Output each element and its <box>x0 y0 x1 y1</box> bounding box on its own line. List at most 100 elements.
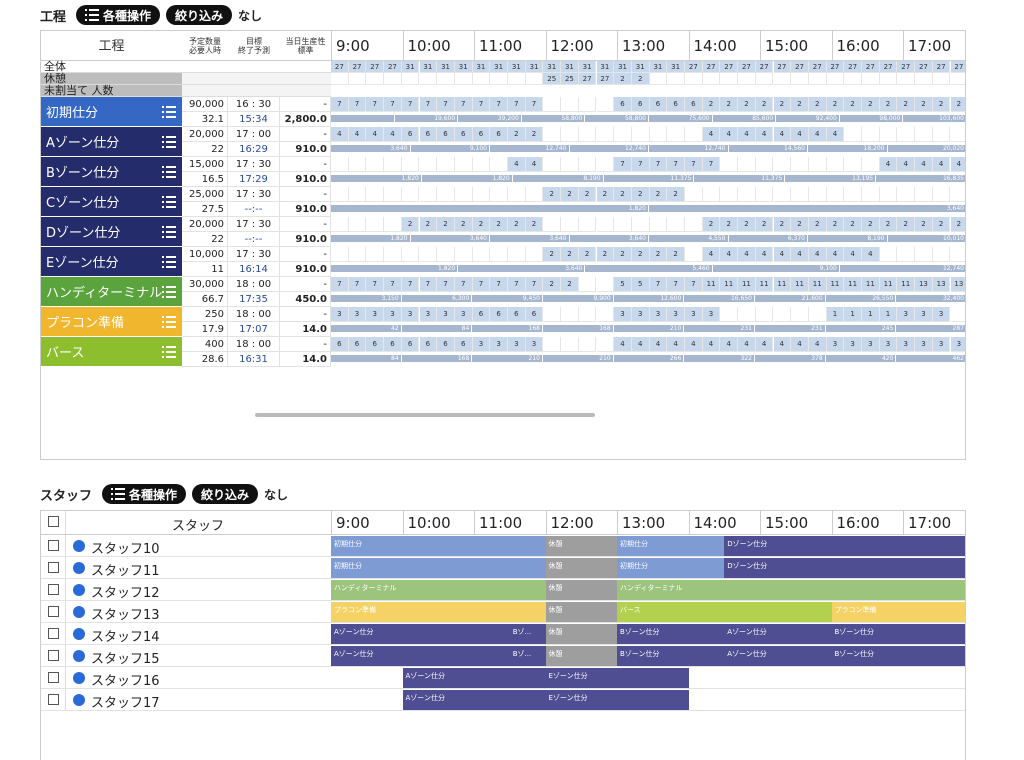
zone-cell[interactable]: 6 <box>437 127 455 142</box>
zone-cell[interactable] <box>667 217 685 232</box>
schedule-block[interactable]: Bゾーン仕分 <box>617 646 725 666</box>
zone-cell[interactable]: 2 <box>667 247 685 262</box>
zone-cell[interactable]: 6 <box>472 127 491 142</box>
zone-cell[interactable] <box>614 127 632 142</box>
zone-cell[interactable]: 3 <box>366 307 385 322</box>
zone-cell[interactable]: 2 <box>791 97 809 112</box>
zone-cell[interactable]: 7 <box>649 157 668 172</box>
zone-cell[interactable] <box>419 157 438 172</box>
zone-cell[interactable] <box>685 127 703 142</box>
zone-cell[interactable]: 11 <box>791 277 809 292</box>
zone-cell[interactable]: 5 <box>614 277 632 292</box>
zone-cell[interactable]: 1 <box>826 307 845 322</box>
zone-cell[interactable]: 3 <box>331 307 349 322</box>
staff-checkbox[interactable] <box>48 606 59 617</box>
zone-cell[interactable] <box>508 187 526 202</box>
zone-cell[interactable] <box>596 157 615 172</box>
zone-cell[interactable] <box>702 187 721 202</box>
zone-cell[interactable] <box>667 127 685 142</box>
zone-cell[interactable]: 2 <box>720 97 739 112</box>
zone-cell[interactable]: 6 <box>490 307 508 322</box>
zone-cell[interactable] <box>631 217 650 232</box>
zone-cell[interactable]: 2 <box>932 217 951 232</box>
zone-cell[interactable] <box>331 187 349 202</box>
zone-cell[interactable]: 13 <box>932 277 951 292</box>
zone-cell[interactable] <box>578 337 597 352</box>
zone-cell[interactable]: 7 <box>472 277 491 292</box>
zone-cell[interactable]: 2 <box>808 217 827 232</box>
zone-cell[interactable]: 2 <box>631 247 650 262</box>
zone-cell[interactable]: 2 <box>525 127 544 142</box>
schedule-block[interactable]: Bゾーン仕分 <box>617 624 725 644</box>
zone-cell[interactable]: 3 <box>525 337 544 352</box>
zone-cell[interactable]: 7 <box>331 277 349 292</box>
zone-cell[interactable]: 2 <box>596 247 615 262</box>
schedule-block[interactable]: 休憩 <box>545 580 617 600</box>
schedule-block[interactable]: 初期仕分 <box>617 536 725 556</box>
list-icon[interactable] <box>162 166 176 178</box>
zone-cell[interactable] <box>384 157 402 172</box>
zone-cell[interactable]: 4 <box>808 337 827 352</box>
zone-target[interactable]: 17 : 30 <box>228 157 280 172</box>
zone-cell[interactable]: 4 <box>720 127 739 142</box>
zone-cell[interactable]: 4 <box>862 247 880 262</box>
zone-cell[interactable] <box>879 247 898 262</box>
zone-cell[interactable]: 7 <box>649 277 668 292</box>
zone-cell[interactable]: 11 <box>755 277 774 292</box>
staff-row[interactable]: スタッフ12 ハンディターミナル 休憩 ハンディターミナル <box>41 579 965 601</box>
zone-cell[interactable] <box>950 187 965 202</box>
zone-cell[interactable] <box>844 187 862 202</box>
zone-cell[interactable]: 7 <box>366 97 385 112</box>
schedule-block[interactable]: Aゾーン仕分 <box>724 624 832 644</box>
zone-cell[interactable] <box>401 187 420 202</box>
zone-cell[interactable]: 11 <box>844 277 862 292</box>
zone-cell[interactable]: 4 <box>755 337 774 352</box>
zone-cell[interactable]: 2 <box>826 97 845 112</box>
zone-cell[interactable]: 3 <box>508 337 526 352</box>
zone-cell[interactable]: 4 <box>879 157 898 172</box>
list-icon[interactable] <box>162 286 176 298</box>
zone-cell[interactable]: 4 <box>915 157 933 172</box>
zone-cell[interactable]: 2 <box>897 97 916 112</box>
zone-cell[interactable]: 2 <box>490 217 508 232</box>
zone-cell[interactable]: 4 <box>720 247 739 262</box>
zone-cell[interactable]: 6 <box>667 97 685 112</box>
zone-cell[interactable]: 2 <box>844 97 862 112</box>
zone-cell[interactable]: 7 <box>454 97 473 112</box>
zone-cell[interactable]: 4 <box>720 337 739 352</box>
zone-cell[interactable]: 7 <box>331 97 349 112</box>
zone-cell[interactable] <box>932 187 951 202</box>
zone-label[interactable]: Bゾーン仕分 <box>41 157 182 187</box>
zone-cell[interactable]: 11 <box>826 277 845 292</box>
zone-target[interactable]: 17 : 30 <box>228 187 280 202</box>
zone-cell[interactable]: 4 <box>614 337 632 352</box>
zone-cell[interactable]: 6 <box>472 307 491 322</box>
schedule-block[interactable]: プラコン準備 <box>331 602 546 622</box>
zone-cell[interactable] <box>578 217 597 232</box>
schedule-block[interactable]: 初期仕分 <box>617 558 725 578</box>
zone-cell[interactable]: 7 <box>437 277 455 292</box>
zone-label[interactable]: Cゾーン仕分 <box>41 187 182 217</box>
zone-cell[interactable] <box>791 187 809 202</box>
zone-cell[interactable]: 4 <box>755 247 774 262</box>
zone-cell[interactable]: 2 <box>614 247 632 262</box>
zone-cell[interactable]: 6 <box>649 97 668 112</box>
zone-cell[interactable]: 2 <box>862 217 880 232</box>
zone-cell[interactable] <box>454 187 473 202</box>
zone-cell[interactable]: 7 <box>384 97 402 112</box>
staff-checkbox[interactable] <box>48 672 59 683</box>
zone-target[interactable]: 18 : 00 <box>228 307 280 322</box>
zone-cell[interactable] <box>596 217 615 232</box>
zone-cell[interactable]: 3 <box>915 307 933 322</box>
schedule-block[interactable]: Eゾーン仕分 <box>545 690 689 710</box>
zone-cell[interactable]: 4 <box>791 247 809 262</box>
zone-cell[interactable]: 3 <box>950 337 965 352</box>
zone-cell[interactable]: 7 <box>348 97 367 112</box>
staff-row[interactable]: スタッフ11 初期仕分 休憩 初期仕分 Dゾーン仕分 <box>41 557 965 579</box>
schedule-block[interactable]: 休憩 <box>545 558 617 578</box>
zone-cell[interactable]: 7 <box>490 97 508 112</box>
zone-cell[interactable] <box>915 127 933 142</box>
zone-cell[interactable]: 4 <box>685 337 703 352</box>
zone-cell[interactable] <box>897 247 916 262</box>
zone-cell[interactable] <box>419 247 438 262</box>
